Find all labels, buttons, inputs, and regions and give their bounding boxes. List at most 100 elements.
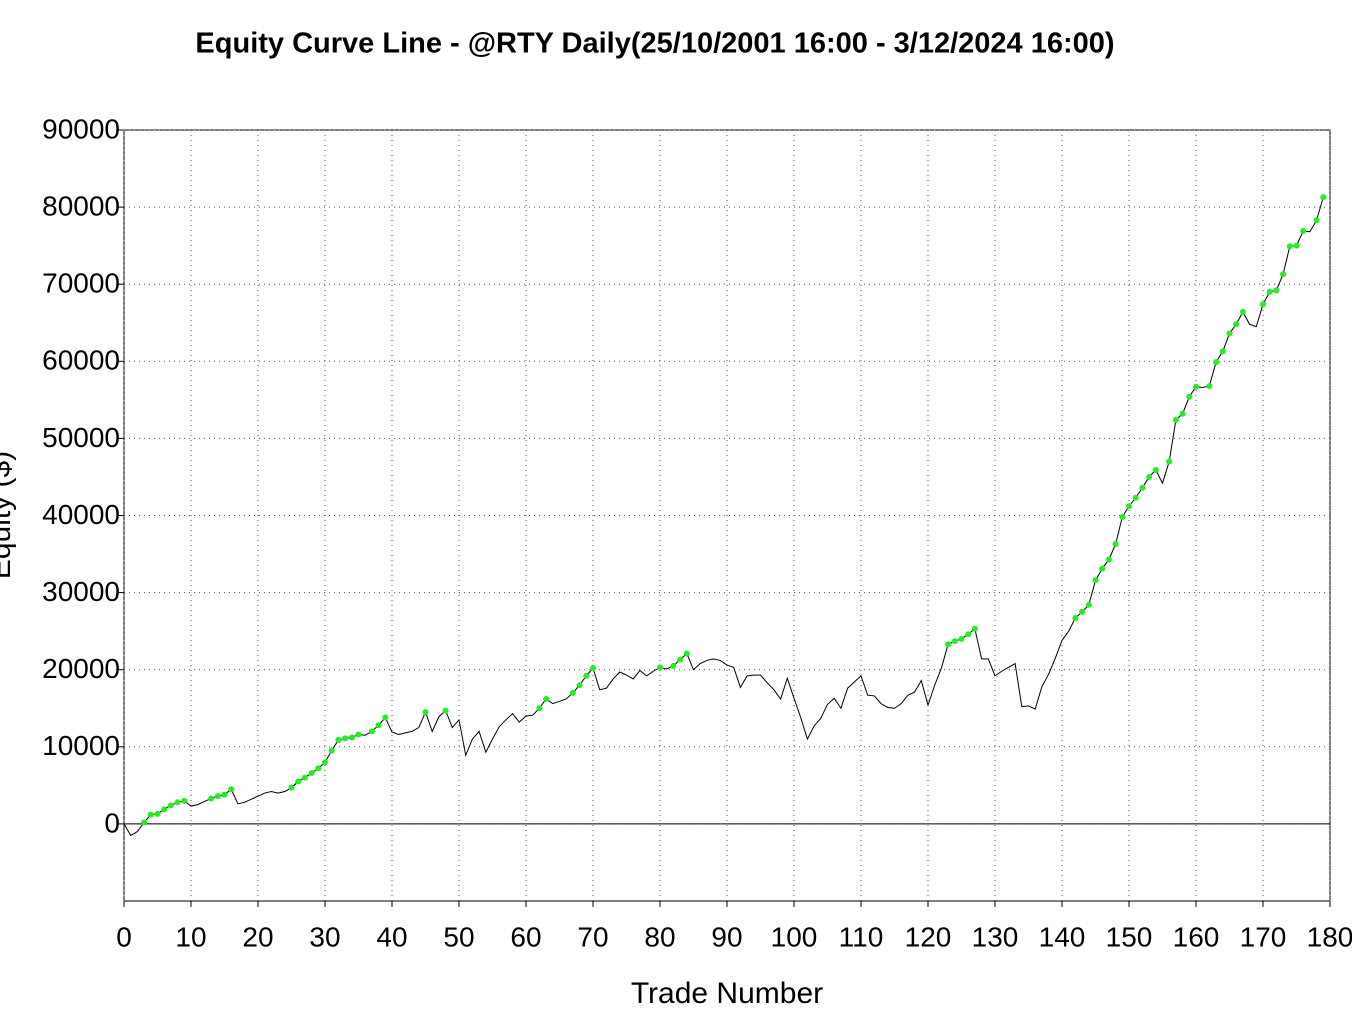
new-high-marker [141,819,148,826]
new-high-marker [971,625,978,632]
new-high-marker [965,631,972,638]
x-tick-label: 110 [839,921,884,952]
x-tick-label: 70 [577,921,608,952]
new-high-marker [1112,541,1119,548]
new-high-marker [1260,301,1266,308]
new-high-marker [1099,565,1106,572]
new-high-marker [590,665,596,672]
new-high-marker [1092,577,1099,584]
new-high-marker [228,786,235,793]
y-tick-label: 90000 [42,113,120,144]
new-high-marker [951,638,958,645]
new-high-marker [422,709,429,716]
new-high-marker [1300,228,1307,235]
new-high-marker [174,799,181,806]
new-high-marker [1293,242,1300,249]
y-axis-label: Equity ($) [0,451,17,579]
x-tick-label: 40 [376,921,407,952]
new-high-marker [543,695,550,702]
x-tick-label: 60 [510,921,541,952]
new-high-marker [569,689,576,696]
y-tick-label: 10000 [42,730,120,761]
new-high-marker [1280,271,1287,278]
new-high-marker [1320,194,1327,201]
new-high-marker [221,791,228,798]
new-high-marker [670,662,677,669]
new-high-marker [1313,217,1320,224]
new-high-marker [1219,348,1226,355]
new-high-marker [1085,601,1092,608]
new-high-marker [1206,382,1213,389]
x-tick-label: 140 [1039,921,1086,952]
x-tick-label: 130 [972,921,1019,952]
new-high-marker [368,728,375,735]
new-high-marker [1146,473,1153,480]
x-tick-label: 160 [1173,921,1220,952]
new-high-marker [945,641,952,648]
new-high-marker [1105,556,1112,563]
new-high-marker [308,770,315,777]
new-high-marker [355,731,362,738]
equity-line [123,196,1324,837]
x-tick-label: 0 [116,921,132,952]
new-high-marker [348,734,355,741]
new-high-marker [1193,383,1199,390]
new-high-marker [1119,514,1126,521]
x-tick-label: 90 [711,921,742,952]
y-tick-label: 20000 [42,653,120,684]
y-tick-label: 30000 [42,576,120,607]
new-high-marker [328,747,335,754]
x-tick-label: 150 [1106,921,1153,952]
x-tick-label: 10 [175,921,206,952]
new-high-marker [335,736,342,743]
new-high-marker [677,656,684,663]
x-tick-label: 80 [644,921,675,952]
x-tick-label: 170 [1240,921,1287,952]
new-high-marker [1132,494,1139,501]
y-tick-label: 50000 [42,422,120,453]
y-tick-label: 80000 [42,190,120,221]
new-high-marker [536,705,543,712]
y-tick-label: 40000 [42,499,120,530]
new-high-marker [657,664,663,671]
new-high-marker [683,650,690,657]
new-high-marker [315,765,322,772]
y-tick-label: 70000 [42,268,120,299]
new-high-marker [288,784,295,791]
new-high-marker [1126,503,1132,510]
new-high-marker [576,682,583,689]
new-high-marker [583,672,590,679]
new-high-marker [322,759,328,766]
new-high-marker [1266,288,1273,295]
new-high-marker [342,735,349,742]
new-high-marker [442,707,449,714]
new-high-marker [1239,308,1246,315]
new-high-marker [1233,321,1240,328]
y-tick-label: 60000 [42,345,120,376]
new-high-marker [1072,615,1079,622]
x-tick-label: 180 [1307,921,1352,952]
new-high-marker [181,797,188,804]
x-tick-label: 20 [242,921,273,952]
x-tick-label: 30 [309,921,340,952]
new-high-marker [1166,458,1173,465]
new-high-marker [295,778,302,785]
new-high-marker [1172,416,1179,423]
new-high-marker [214,793,221,800]
new-high-marker [958,635,965,642]
new-high-marker [1079,608,1086,615]
new-high-marker [1286,243,1293,250]
new-high-marker [1179,410,1186,417]
new-high-marker [154,810,161,817]
new-high-marker [375,722,382,729]
new-high-marker [167,802,174,809]
new-high-marker [382,714,389,721]
new-high-marker [1213,359,1220,366]
x-tick-label: 120 [905,921,952,952]
new-high-marker [1152,467,1159,474]
new-high-marker [208,795,215,802]
new-high-marker [1139,484,1146,491]
chart-title: Equity Curve Line - @RTY Daily(25/10/200… [195,28,1114,60]
